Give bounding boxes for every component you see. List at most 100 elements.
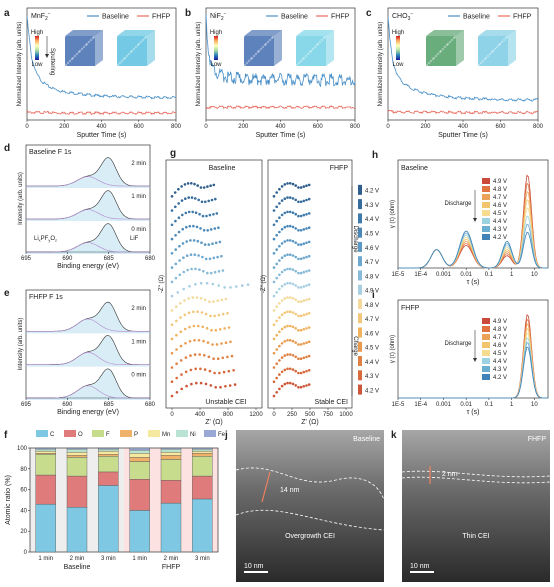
- x-tick-label: 0.01: [460, 402, 472, 408]
- impedance-point: [280, 370, 284, 374]
- cei-thickness-label: 2 nm: [442, 471, 458, 478]
- voltage-swatch: [358, 384, 362, 395]
- impedance-point: [194, 367, 197, 371]
- scale-high-label: High: [31, 30, 43, 36]
- impedance-point: [191, 210, 194, 214]
- impedance-point: [212, 357, 215, 361]
- impedance-point: [178, 244, 181, 248]
- impedance-point: [297, 300, 300, 304]
- bar-segment-o: [192, 475, 213, 500]
- scale-bar-label: 10 nm: [410, 563, 430, 570]
- impedance-point: [278, 244, 281, 248]
- legend-swatch: [482, 226, 490, 232]
- tem-image: [402, 430, 550, 582]
- impedance-point: [275, 348, 279, 351]
- legend-label: 4.5 V: [493, 351, 507, 357]
- impedance-point: [200, 200, 204, 204]
- impedance-point: [205, 214, 208, 218]
- y-tick-label: 20: [20, 529, 27, 535]
- bar-segment-c: [160, 502, 182, 553]
- x-tick-label: 3 min: [195, 556, 210, 562]
- impedance-point: [204, 200, 207, 204]
- x-axis-label: Sputter Time (s): [77, 132, 127, 139]
- y-axis-label: γ (τ) (ohm): [390, 335, 396, 363]
- x-tick-label: 695: [21, 256, 32, 262]
- spectrum-fill: [26, 302, 150, 334]
- panel-e: e FHFP F 1s 2 min 1 min 0 min 695 690 685 680 Bin…: [4, 288, 156, 416]
- impedance-point: [283, 254, 287, 257]
- impedance-point: [305, 241, 308, 245]
- impedance-point: [196, 239, 200, 243]
- impedance-point: [222, 370, 226, 374]
- impedance-point: [173, 191, 177, 194]
- impedance-point: [283, 211, 287, 215]
- cube-baseline: [242, 30, 282, 67]
- impedance-point: [275, 205, 279, 209]
- impedance-point: [278, 330, 281, 334]
- voltage-label: 4.3 V: [365, 203, 379, 209]
- impedance-point: [204, 257, 208, 261]
- impedance-point: [182, 270, 186, 274]
- impedance-point: [286, 324, 289, 328]
- impedance-point: [288, 224, 292, 228]
- impedance-point: [305, 184, 308, 187]
- impedance-point: [220, 298, 224, 302]
- x-axis-label: Binding energy (eV): [57, 409, 119, 416]
- bar-segment-o: [129, 479, 150, 511]
- impedance-point: [220, 342, 223, 345]
- legend-swatch: [482, 342, 490, 348]
- impedance-point: [302, 242, 306, 245]
- legend-label: 4.6 V: [493, 203, 507, 209]
- bar-segment-ni: [192, 448, 213, 452]
- impedance-point: [194, 283, 197, 286]
- x-tick-label: 690: [62, 402, 73, 408]
- impedance-point: [206, 229, 209, 232]
- impedance-point: [196, 310, 199, 314]
- impedance-point: [199, 186, 203, 189]
- impedance-point: [302, 270, 306, 274]
- impedance-point: [297, 386, 300, 389]
- impedance-point: [280, 342, 284, 345]
- drt-curve: [398, 215, 548, 269]
- impedance-point: [174, 234, 177, 237]
- impedance-point: [192, 224, 195, 228]
- impedance-point: [280, 284, 284, 288]
- impedance-point: [278, 187, 281, 191]
- x-tick-label: 400: [96, 124, 107, 130]
- impedance-point: [286, 210, 289, 214]
- impedance-point: [205, 281, 209, 285]
- x-tick-label: 800: [350, 124, 361, 130]
- panel-label: e: [4, 288, 10, 299]
- component-lixpfyoz: [26, 176, 150, 187]
- impedance-point: [232, 369, 235, 372]
- voltage-label: 4.8 V: [365, 274, 379, 280]
- bar-segment-ni: [98, 448, 119, 452]
- impedance-point: [224, 385, 227, 388]
- impedance-point: [278, 359, 281, 362]
- impedance-point: [197, 198, 200, 202]
- bar-segment-c: [192, 498, 213, 553]
- bar-segment-fe: [192, 447, 213, 450]
- impedance-point: [184, 356, 188, 359]
- component-lixpfyoz: [26, 209, 150, 220]
- voltage-swatch: [358, 370, 362, 381]
- impedance-point: [299, 229, 303, 232]
- voltage-swatch: [358, 298, 362, 309]
- x-tick-label: 400: [275, 124, 286, 130]
- impedance-point: [283, 382, 287, 386]
- legend-swatch-mn: [148, 430, 160, 437]
- bar-segment-f: [35, 454, 56, 476]
- impedance-point: [174, 248, 177, 251]
- x-tick-label: 200: [420, 124, 431, 130]
- spectrum-fill: [26, 190, 150, 221]
- impedance-point: [182, 287, 185, 291]
- impedance-point: [235, 285, 238, 288]
- impedance-point: [283, 311, 287, 315]
- impedance-point: [215, 343, 219, 346]
- impedance-point: [299, 243, 303, 246]
- voltage-swatch: [358, 199, 362, 210]
- impedance-point: [181, 227, 184, 231]
- legend-label-ni: Ni: [190, 432, 196, 438]
- bar-segment-f: [129, 461, 150, 480]
